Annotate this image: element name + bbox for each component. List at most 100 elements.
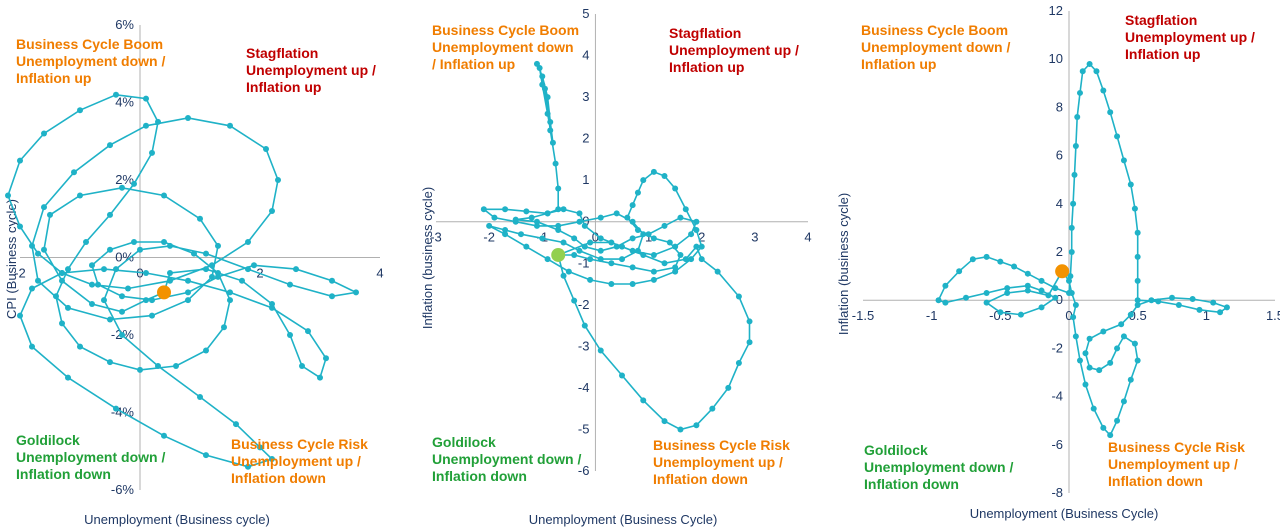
x-tick-label: 0 — [592, 230, 599, 245]
quadrant-label-stagflation: Stagflation Unemployment up / Inflation … — [246, 45, 376, 95]
series-point — [1127, 311, 1134, 318]
series-point — [203, 250, 209, 257]
series-point — [634, 247, 641, 254]
series-point — [693, 422, 700, 429]
series-point — [1072, 142, 1079, 149]
series-point — [1024, 282, 1031, 289]
series-point — [239, 277, 245, 284]
series-point — [560, 272, 567, 279]
series-point — [65, 374, 71, 381]
series-point — [935, 297, 942, 304]
series-point — [59, 320, 65, 327]
series-point — [997, 309, 1004, 316]
series-point — [746, 339, 753, 346]
series-point — [107, 359, 113, 366]
series-point — [1127, 181, 1134, 188]
series-point — [89, 281, 95, 288]
series-point — [629, 218, 636, 225]
series-point — [544, 256, 551, 263]
series-point — [698, 243, 705, 250]
series-point — [17, 223, 23, 230]
quadrant-label-risk: Business Cycle Risk Unemployment up / In… — [653, 437, 790, 487]
series-point — [480, 206, 487, 213]
series-point — [329, 293, 335, 300]
series-point — [1134, 277, 1141, 284]
series-point — [1155, 298, 1162, 305]
series-point — [1068, 224, 1075, 231]
x-axis-title: Unemployment (Business cycle) — [84, 512, 270, 527]
y-tick-label: -1 — [578, 255, 590, 270]
quadrant-label-stagflation: Stagflation Unemployment up / Inflation … — [1125, 12, 1255, 62]
series-point — [969, 256, 976, 263]
series-point — [677, 251, 684, 258]
series-point — [608, 239, 615, 246]
series-point — [113, 91, 119, 98]
series-point — [65, 304, 71, 311]
series-point — [629, 247, 636, 254]
series-point — [1070, 314, 1077, 321]
series-point — [1100, 87, 1107, 94]
series-point — [709, 405, 716, 412]
series-point — [634, 227, 641, 234]
series-point — [1086, 364, 1093, 371]
series-point — [209, 273, 215, 280]
series-point — [137, 246, 143, 253]
series-point — [624, 214, 631, 221]
series-point — [597, 256, 604, 263]
x-tick-label: 1.5 — [1266, 308, 1280, 323]
series-point — [1093, 68, 1100, 75]
x-tick-label: -2 — [14, 266, 26, 281]
series-point — [269, 456, 275, 462]
series-point — [677, 214, 684, 221]
series-point — [1189, 295, 1196, 302]
series-point — [41, 130, 47, 137]
series-point — [5, 192, 11, 199]
y-tick-label: 2% — [115, 172, 134, 187]
series-point — [533, 222, 540, 229]
y-tick-label: 4% — [115, 95, 134, 110]
series-point — [682, 206, 689, 213]
series-point — [251, 262, 257, 269]
series-point — [491, 214, 498, 221]
series-point — [571, 235, 578, 242]
series-point — [512, 216, 519, 223]
series-point — [672, 185, 679, 192]
series-point — [59, 277, 65, 284]
series-point — [113, 405, 119, 412]
series-point — [167, 242, 173, 249]
series-point — [650, 268, 657, 275]
series-point — [35, 250, 41, 257]
y-tick-label: -8 — [1051, 485, 1063, 500]
y-tick-label: 3 — [582, 89, 589, 104]
series-point — [245, 266, 251, 273]
scatter-chart-2: -3-2-101234-6-5-4-3-2-1012345Unemploymen… — [420, 6, 812, 527]
quadrant-label-boom: Business Cycle Boom Unemployment down / … — [861, 22, 1011, 72]
series-point — [942, 282, 949, 289]
series-point — [502, 206, 509, 213]
series-point — [287, 332, 293, 338]
series-point — [1127, 376, 1134, 383]
series-point — [185, 289, 191, 296]
series-point — [725, 384, 732, 391]
series-point — [486, 222, 493, 229]
series-point — [1120, 157, 1127, 164]
series-point — [555, 222, 562, 229]
y-tick-label: 2 — [582, 131, 589, 146]
current-point-marker — [157, 285, 171, 300]
series-point — [1038, 287, 1045, 294]
series-point — [1072, 333, 1079, 340]
y-tick-label: 4 — [1056, 196, 1063, 211]
series-point — [1052, 294, 1059, 301]
series-point — [640, 397, 647, 404]
series-point — [77, 192, 83, 199]
series-point — [161, 192, 167, 199]
y-tick-label: -6% — [111, 482, 135, 497]
x-tick-label: 0 — [1065, 308, 1072, 323]
series-point — [640, 177, 647, 184]
series-point — [1052, 285, 1059, 292]
series-point — [597, 235, 604, 242]
series-point — [714, 268, 721, 275]
x-tick-label: 2 — [698, 230, 705, 245]
series-point — [215, 273, 221, 280]
series-point — [693, 218, 700, 225]
